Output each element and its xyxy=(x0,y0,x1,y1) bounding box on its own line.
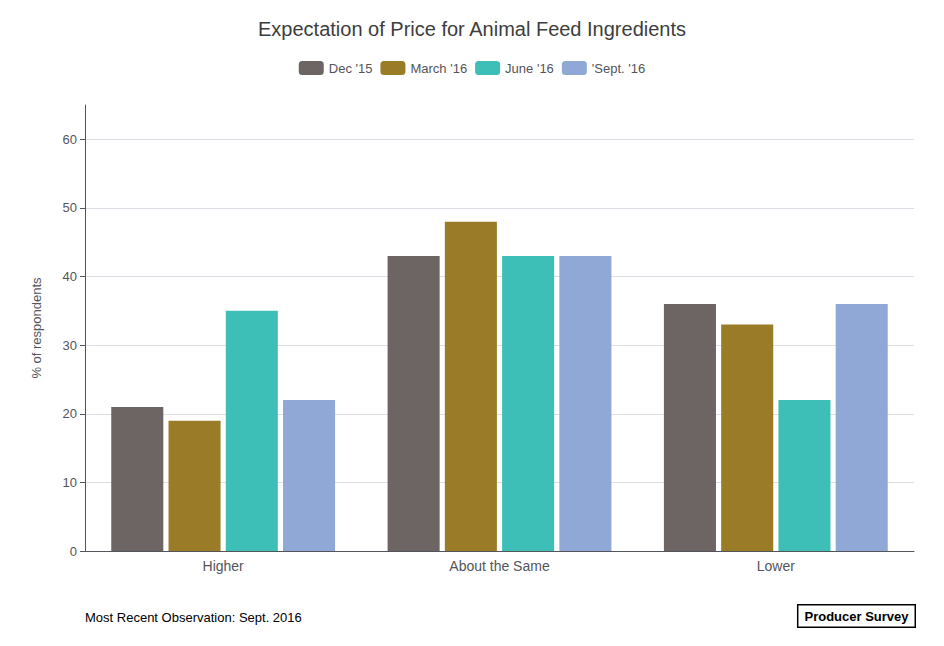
svg-text:30: 30 xyxy=(63,338,77,353)
svg-text:Higher: Higher xyxy=(203,558,245,574)
svg-text:'Sept. '16: 'Sept. '16 xyxy=(592,61,645,76)
svg-text:60: 60 xyxy=(63,132,77,147)
svg-text:40: 40 xyxy=(63,269,77,284)
svg-text:50: 50 xyxy=(63,200,77,215)
svg-text:About the Same: About the Same xyxy=(449,558,550,574)
svg-text:0: 0 xyxy=(70,544,77,559)
svg-text:Dec '15: Dec '15 xyxy=(329,61,373,76)
svg-text:20: 20 xyxy=(63,406,77,421)
svg-text:March '16: March '16 xyxy=(410,61,467,76)
svg-text:Expectation of Price for Anima: Expectation of Price for Animal Feed Ing… xyxy=(258,18,686,40)
svg-text:% of respondents: % of respondents xyxy=(29,277,44,379)
svg-text:Most Recent Observation: Sept.: Most Recent Observation: Sept. 2016 xyxy=(85,610,302,625)
svg-text:Producer Survey: Producer Survey xyxy=(804,609,909,624)
svg-text:Lower: Lower xyxy=(757,558,795,574)
svg-text:10: 10 xyxy=(63,475,77,490)
svg-text:June '16: June '16 xyxy=(505,61,554,76)
